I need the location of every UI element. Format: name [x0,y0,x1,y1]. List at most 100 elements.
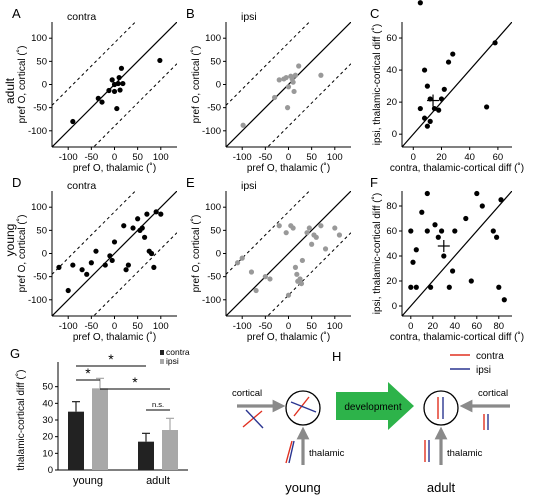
panel-b-data-point [290,79,296,85]
panel-f-data-point [446,284,452,290]
panel-d-data-point [93,248,99,254]
panel-d-y-label: pref O, cortical (˚) [16,215,28,293]
panel-d-data-point [137,227,143,233]
panel-b-data-point [318,72,324,78]
panel-d-data-point [102,262,108,268]
panel-a-scatter: -100 -100 -50 -50 0 0 50 50 100 100 A contra pref O,… [3,6,177,174]
panel-a-data-point [109,77,115,83]
panel-letter-d: D [12,175,21,190]
panel-g-bar-contra-young [68,411,84,470]
panel-d-data-point [56,264,62,270]
young-cell-ipsi-line [290,401,317,413]
panel-f-data-point [424,228,430,234]
panel-a-y-tick-label: -50 [33,103,47,114]
panel-g-y-tick-label: 40 [42,398,53,409]
panel-e-data-point [276,223,282,229]
panel-e-data-point [304,230,310,236]
panel-a-data-point [95,95,101,101]
panel-a-y-label: pref O, cortical (˚) [16,46,28,124]
panel-f-data-point [474,190,480,197]
panel-f-data-point [432,222,438,228]
panel-b-y-label: pref O, cortical (˚) [190,46,202,124]
panel-e-data-point [336,232,343,238]
panel-f-data-point [408,228,414,234]
panel-f-data-point [413,284,419,290]
panel-g-y-tick-label: 0 [48,465,53,476]
panel-e-data-point [292,264,299,270]
panel-g-bar-ipsi-young [92,388,108,470]
panel-f-data-point [410,259,416,265]
panel-e-y-tick-label: 100 [205,202,221,213]
panel-f-data-point [441,253,447,259]
panel-g-sig-label-1: * [108,351,114,367]
row-label-young: young [3,224,17,257]
panel-letter-h: H [332,349,341,364]
panel-b-y-tick-label: 50 [210,56,221,67]
panel-b-x-tick-label: -100 [233,152,252,163]
panel-c-data-point [424,123,430,129]
panel-d-data-point [141,234,148,240]
panel-b-tag: ipsi [241,11,257,23]
panel-g-bar-ipsi-adult [162,430,178,470]
panel-d-y-tick-label: -50 [33,272,47,283]
development-label: development [344,402,401,413]
panel-f-data-point [428,284,434,290]
panel-f-data-point [496,284,502,290]
panel-c-x-tick-label: 0 [411,152,416,163]
panel-d-y-tick-label: 0 [42,249,47,260]
panel-a-tag: contra [67,11,96,23]
panel-c-data-point [484,104,490,110]
panel-a-data-point [120,80,126,87]
panel-e-data-point [285,292,292,298]
legend-contra-label: contra [476,351,504,362]
panel-d-data-point [130,225,136,231]
panel-c-data-point [438,96,445,102]
panel-d-x-label: pref O, thalamic (˚) [73,331,156,343]
panel-c-data-point [450,51,456,57]
young-cortical-contra-line [242,410,263,428]
panel-a-data-point [114,105,120,112]
panel-e-data-point [290,225,296,231]
adult-thalamic-label: thalamic [447,448,483,459]
panel-g-y-label: thalamic-cortical diff (˚) [15,370,27,471]
panel-g-sig-label-2: * [85,365,91,381]
panel-d-data-point [151,264,157,270]
panel-h-diagram: H contra ipsi cortical thalamic young de… [232,349,510,495]
panel-c-x-tick-label: 60 [493,152,504,163]
panel-c-x-tick-label: 40 [464,152,475,163]
panel-b-data-point [284,105,291,111]
panel-letter-e: E [186,175,195,190]
panel-a-x-tick-label: -50 [84,152,98,163]
panel-c-data-point [436,107,442,113]
panel-e-data-point [283,230,289,236]
panel-f-y-tick-label: 0 [392,301,397,312]
panel-e-data-point [267,276,273,282]
panel-d-unity-line [52,191,177,316]
panel-f-data-point [450,268,456,274]
panel-g-sig-label-3: * [132,374,138,390]
panel-f-data-point [501,297,507,303]
panel-c-data-point [431,105,438,112]
panel-c-data-point [417,105,423,112]
panel-b-data-point [276,77,282,83]
panel-f-data-point [498,197,504,203]
panel-f-data-point [408,284,414,290]
panel-a-data-point [99,99,105,105]
panel-b-data-point [285,84,292,90]
panel-a-y-tick-label: 0 [42,80,47,91]
panel-b-x-tick-label: -50 [258,152,272,163]
panel-b-y-tick-label: 0 [216,80,221,91]
panel-g-legend-swatch-ipsi [160,359,164,364]
panel-c-y-tick-label: 60 [386,33,397,44]
panel-e-reference-lines [226,191,351,316]
panel-f-data-point [479,203,485,209]
panel-e-data-point [253,287,259,294]
panel-b-data-point [272,94,278,101]
panel-e-data-point [322,246,329,252]
panel-f-data-point [452,228,458,234]
panel-d-y-tick-label: 50 [36,225,47,236]
panel-d-scatter: -100 -100 -50 -50 0 0 50 50 100 100 D contra pref O,… [3,175,177,343]
panel-g-y-tick-label: 10 [42,448,53,459]
panel-d-data-point [125,262,131,268]
